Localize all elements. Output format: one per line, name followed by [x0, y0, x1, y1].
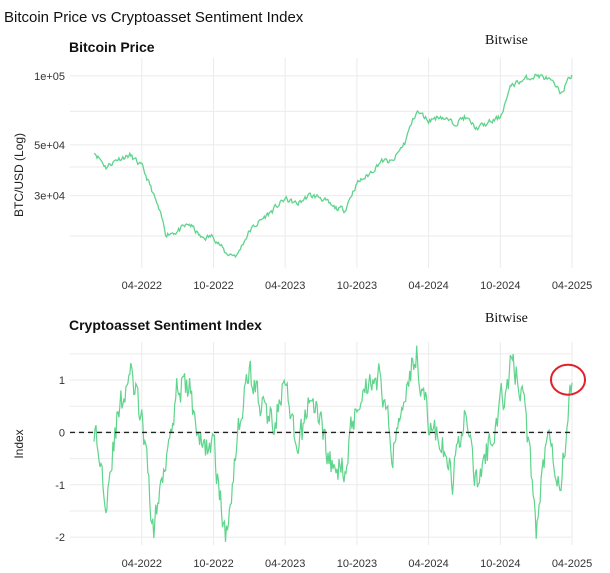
sentiment-x-tick-label: 04-2024 [408, 558, 448, 570]
btc-x-tick-label: 10-2022 [193, 280, 233, 292]
sentiment-x-tick-label: 10-2024 [480, 558, 520, 570]
btc-x-tick-label: 04-2024 [408, 280, 448, 292]
sentiment-y-axis-label: Index [12, 429, 26, 458]
sentiment-x-tick-label: 04-2022 [122, 558, 162, 570]
sentiment-y-tick-labels: -2 -1 0 1 [55, 375, 65, 544]
btc-y-axis-label: BTC/USD (Log) [12, 133, 26, 217]
sentiment-y-tick-label: -1 [55, 480, 65, 492]
btc-y-tick-label: 1e+05 [34, 71, 65, 83]
btc-x-tick-label: 04-2023 [265, 280, 305, 292]
sentiment-series-line [93, 345, 573, 542]
sentiment-panel: Cryptoasset Sentiment Index Bitwise -2 -1… [12, 311, 592, 570]
latest-value-annotation-circle [550, 363, 586, 396]
btc-y-tick-label: 3e+04 [34, 191, 65, 203]
page-title: Bitcoin Price vs Cryptoasset Sentiment I… [4, 9, 304, 26]
sentiment-x-tick-labels: 04-2022 10-2022 04-2023 10-2023 04-2024 10-20… [122, 558, 593, 570]
btc-x-tick-labels: 04-2022 10-2022 04-2023 10-2023 04-2024 10-20… [122, 280, 593, 292]
btc-x-tick-label: 10-2024 [480, 280, 520, 292]
sentiment-y-tick-label: -2 [55, 532, 65, 544]
btc-price-series-line [93, 73, 573, 259]
btc-y-tick-label: 5e+04 [34, 140, 65, 152]
sentiment-y-tick-label: 0 [59, 427, 65, 439]
btc-x-tick-label: 04-2025 [552, 280, 592, 292]
sentiment-chart-title: Cryptoasset Sentiment Index [69, 317, 262, 333]
sentiment-gridlines [70, 342, 573, 545]
btc-chart-title: Bitcoin Price [69, 39, 155, 55]
sentiment-x-tick-label: 04-2023 [265, 558, 305, 570]
btc-brand-logo: Bitwise [485, 33, 528, 48]
btc-y-tick-labels: 3e+04 5e+04 1e+05 [34, 71, 65, 203]
btc-x-tick-label: 10-2023 [337, 280, 377, 292]
sentiment-x-tick-label: 10-2023 [337, 558, 377, 570]
sentiment-x-tick-label: 10-2022 [193, 558, 233, 570]
sentiment-y-tick-label: 1 [59, 375, 65, 387]
sentiment-brand-logo: Bitwise [485, 311, 528, 326]
btc-x-tick-label: 04-2022 [122, 280, 162, 292]
btc-gridlines [70, 58, 573, 268]
sentiment-x-tick-label: 04-2025 [552, 558, 592, 570]
btc-price-panel: Bitcoin Price Bitwise 3e+04 5e+04 1e+05 04… [12, 33, 592, 292]
